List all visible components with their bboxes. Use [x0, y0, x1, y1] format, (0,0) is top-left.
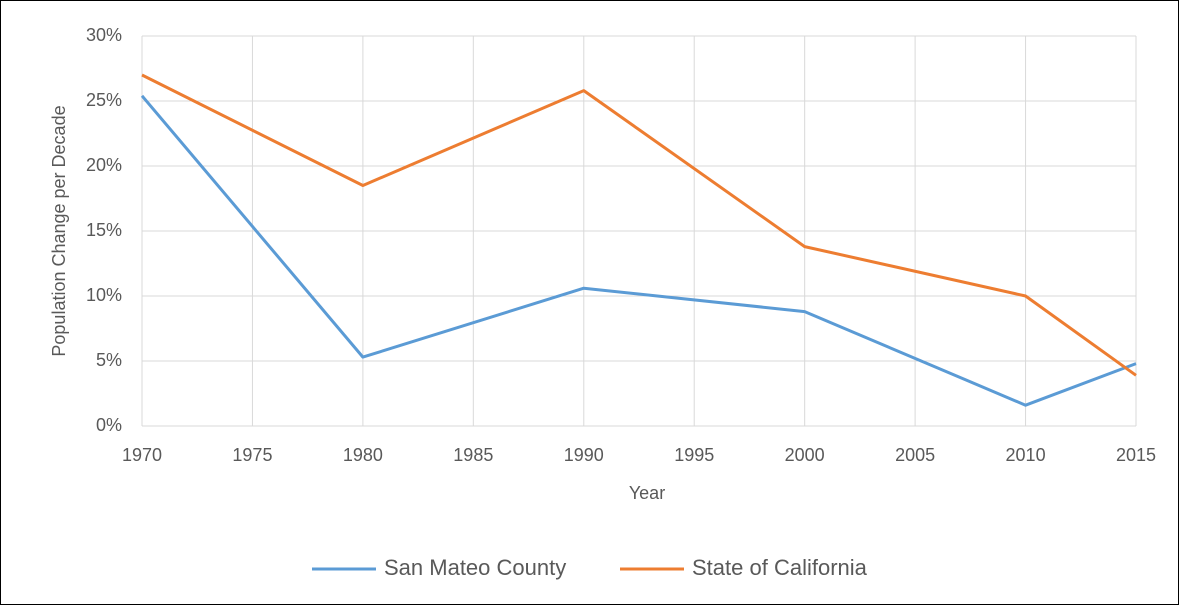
x-tick-label: 1990: [564, 445, 604, 465]
x-tick-label: 2000: [785, 445, 825, 465]
legend-label: State of California: [692, 555, 868, 580]
x-tick-label: 1995: [674, 445, 714, 465]
y-tick-label: 5%: [96, 350, 122, 370]
x-tick-label: 1975: [232, 445, 272, 465]
y-tick-label: 0%: [96, 415, 122, 435]
x-tick-label: 2005: [895, 445, 935, 465]
y-tick-label: 15%: [86, 220, 122, 240]
y-tick-label: 30%: [86, 25, 122, 45]
y-tick-label: 20%: [86, 155, 122, 175]
series-line: [141, 73, 1137, 377]
legend-label: San Mateo County: [384, 555, 566, 580]
x-tick-label: 1980: [343, 445, 383, 465]
x-tick-label: 2010: [1006, 445, 1046, 465]
x-tick-label: 1985: [453, 445, 493, 465]
series-line: [140, 94, 1137, 407]
x-tick-label: 2015: [1116, 445, 1156, 465]
y-tick-label: 25%: [86, 90, 122, 110]
x-axis-label: Year: [629, 483, 665, 503]
x-tick-label: 1970: [122, 445, 162, 465]
y-axis-label: Population Change per Decade: [49, 105, 69, 356]
y-tick-label: 10%: [86, 285, 122, 305]
